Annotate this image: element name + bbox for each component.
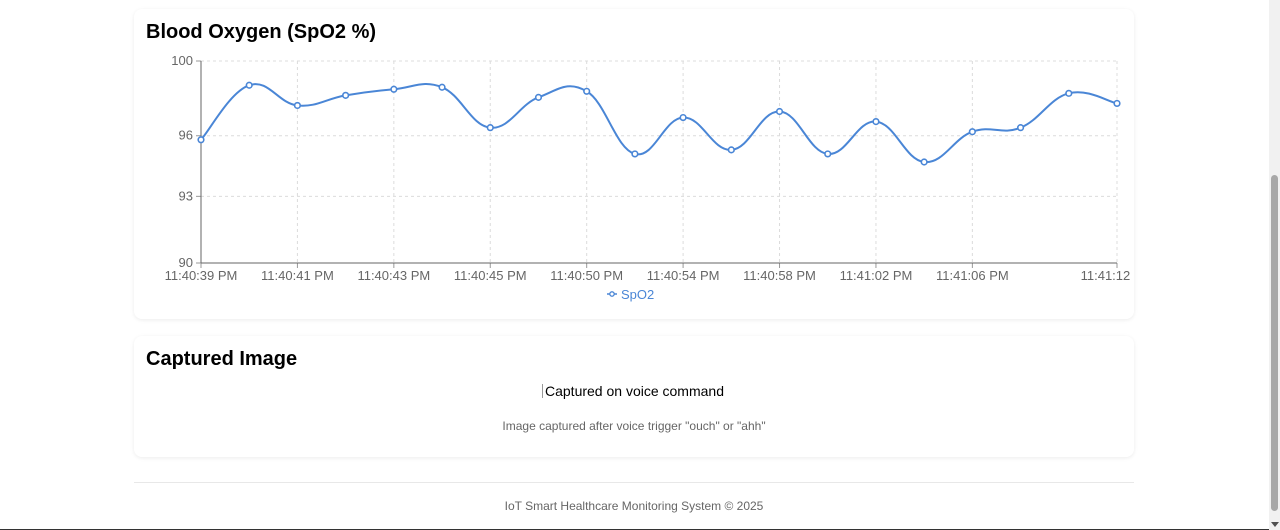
captured-image: Captured on voice command [542, 383, 724, 399]
spo2-data-point [197, 136, 205, 144]
x-tick-label: 11:40:41 PM [261, 268, 334, 283]
spo2-data-point [775, 107, 784, 116]
spo2-data-point [534, 93, 543, 101]
captured-image-alt: Captured on voice command [545, 383, 724, 399]
spo2-data-point [1016, 124, 1025, 132]
captured-image-card: Captured Image Captured on voice command… [134, 336, 1134, 457]
y-tick-label: 100 [171, 53, 193, 68]
x-tick-label: 11:41:06 PM [936, 268, 1009, 283]
spo2-data-point [1113, 99, 1121, 108]
legend-marker-icon [609, 291, 615, 297]
spo2-data-point [390, 85, 398, 93]
spo2-data-point [245, 81, 253, 89]
y-tick-label: 93 [179, 188, 193, 203]
scroll-down-arrow-icon[interactable] [1271, 522, 1279, 527]
spo2-chart-card: Blood Oxygen (SpO2 %) 100 96 93 90 11:40:39 … [134, 9, 1134, 319]
spo2-data-point [486, 124, 494, 132]
spo2-data-point [824, 150, 832, 158]
spo2-data-point [438, 83, 446, 91]
spo2-data-point [583, 87, 591, 95]
footer-text: IoT Smart Healthcare Monitoring System ©… [504, 499, 764, 513]
y-tick-label: 96 [179, 128, 193, 143]
x-tick-label: 11:40:43 PM [357, 268, 430, 283]
spo2-data-point [342, 91, 350, 99]
page-scrollbar[interactable] [1269, 0, 1280, 530]
y-tick-label: 90 [179, 255, 193, 270]
spo2-data-point [293, 101, 302, 110]
captured-image-title: Captured Image [146, 348, 298, 370]
captured-image-caption: Image captured after voice trigger "ouch… [502, 419, 766, 433]
spo2-data-point [872, 117, 880, 126]
x-tick-label: 11:40:58 PM [743, 268, 816, 283]
spo2-series-line [200, 83, 1118, 164]
scrollbar-thumb[interactable] [1271, 175, 1278, 511]
x-tick-label: 11:41:02 PM [840, 268, 913, 283]
x-tick-label: 11:41:12 PM [1081, 268, 1134, 283]
x-tick-label: 11:40:39 PM [165, 268, 238, 283]
spo2-data-point [679, 113, 687, 122]
spo2-data-point [1065, 89, 1073, 97]
x-tick-label: 11:40:45 PM [454, 268, 527, 283]
chart-title: Blood Oxygen (SpO2 %) [146, 21, 377, 43]
footer-divider [134, 482, 1134, 483]
broken-image-icon [542, 384, 545, 398]
spo2-data-point [727, 146, 735, 154]
x-tick-label: 11:40:50 PM [550, 268, 623, 283]
legend-label: SpO2 [621, 287, 654, 302]
spo2-data-point [920, 158, 928, 166]
spo2-data-point [631, 150, 639, 158]
spo2-data-point [968, 128, 976, 136]
x-tick-label: 11:40:54 PM [647, 268, 720, 283]
